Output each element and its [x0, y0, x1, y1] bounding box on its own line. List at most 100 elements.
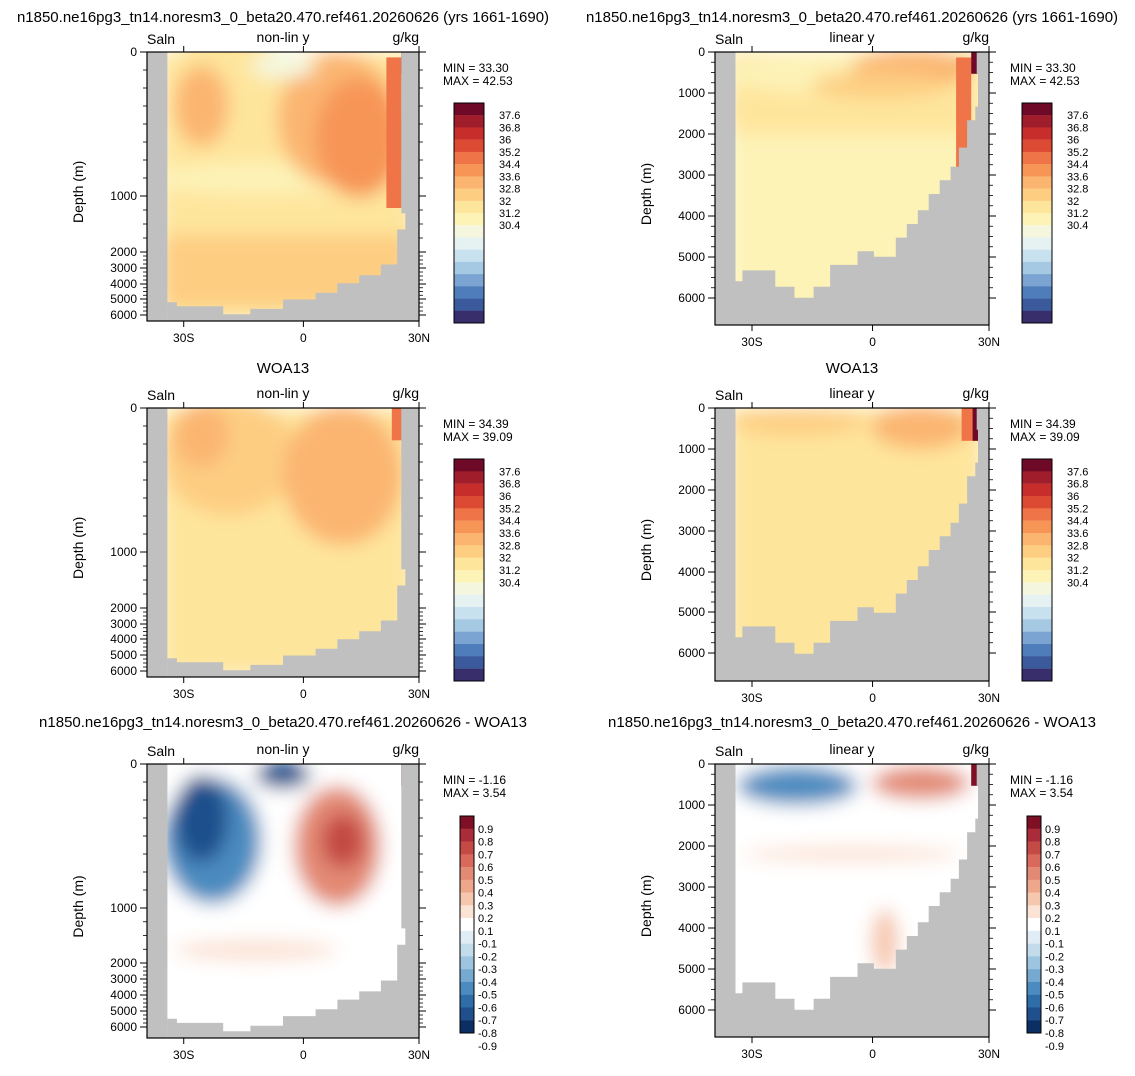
y-tick-label: 6000 — [678, 646, 705, 660]
min-label: MIN = 34.39 — [1010, 417, 1076, 431]
colorbar-swatch — [1022, 249, 1052, 263]
chart-panel-4: 0 1000 2000 3000 4000 5000 6000 30S 0 30N Depth (m… — [39, 714, 527, 1062]
y-tick-label: 1000 — [678, 86, 705, 100]
colorbar-swatch — [1022, 607, 1052, 620]
colorbar-label: 0.9 — [478, 824, 493, 836]
y-tick-label: 4000 — [110, 632, 137, 646]
plot-frame — [146, 407, 420, 678]
y-tick-label: 5000 — [110, 292, 137, 306]
colorbar-swatch — [1022, 151, 1052, 165]
plot-area — [715, 52, 989, 325]
colorbar-label: 34.4 — [1067, 159, 1088, 171]
panel-title: n1850.ne16pg3_tn14.noresm3_0_beta20.470.… — [608, 714, 1096, 731]
colorbar-swatch — [454, 557, 484, 571]
colorbar-swatch — [1022, 200, 1052, 214]
colorbar-label: 36 — [1067, 135, 1079, 147]
field-salty-anomaly — [871, 766, 970, 800]
colorbar-swatch — [1022, 127, 1052, 140]
colorbar-label: 0.7 — [478, 849, 493, 861]
colorbar-swatch — [1022, 570, 1052, 583]
land-seafloor — [735, 73, 978, 325]
colorbar-swatch — [460, 981, 474, 995]
colorbar-label: 0.4 — [478, 888, 493, 900]
field-south-salty — [174, 65, 229, 147]
colorbar-label: -0.7 — [1045, 1015, 1064, 1027]
x-tick-label: 30N — [408, 687, 430, 701]
colorbar-swatch — [460, 867, 474, 881]
y-tick-label: 1000 — [678, 798, 705, 812]
units-label: g/kg — [393, 385, 419, 401]
colorbar-swatch — [1022, 557, 1052, 571]
colorbar-swatch — [454, 176, 484, 189]
colorbar-swatch — [1022, 164, 1052, 177]
y-tick-label: 2000 — [678, 483, 705, 497]
colorbar-label: 36.8 — [499, 122, 520, 134]
y-axis-label: Depth (m) — [70, 161, 86, 223]
y-tick-label: 5000 — [678, 250, 705, 264]
colorbar-label: 37.6 — [1067, 466, 1088, 478]
colorbar-swatch — [1022, 274, 1052, 287]
colorbar-swatch — [1027, 841, 1041, 855]
left-label: Saln — [147, 387, 175, 403]
land-seafloor — [167, 569, 409, 677]
colorbar-swatch — [460, 905, 474, 919]
colorbar-swatch — [454, 594, 484, 608]
y-tick-label: 3000 — [678, 168, 705, 182]
colorbar-swatch — [454, 668, 484, 682]
x-tick-label: 30S — [741, 1047, 762, 1061]
colorbar-label: 35.2 — [499, 147, 520, 159]
center-label: linear y — [829, 385, 874, 401]
y-tick-label: 6000 — [110, 664, 137, 678]
colorbar-label: -0.4 — [478, 977, 497, 989]
colorbar-swatch — [454, 310, 484, 324]
colorbar-label: 37.6 — [499, 110, 520, 122]
colorbar-swatch — [1022, 310, 1052, 324]
colorbar-swatch — [1027, 816, 1041, 829]
colorbar-label: 0.5 — [1045, 875, 1060, 887]
colorbar-swatch — [454, 607, 484, 620]
land-west — [147, 764, 168, 1038]
colorbar-label: -0.6 — [1045, 1002, 1064, 1014]
x-tick-label: 30N — [408, 1048, 430, 1062]
colorbar-label: 0.5 — [478, 875, 493, 887]
colorbar-swatch — [454, 298, 484, 311]
colorbar-swatch — [1027, 879, 1041, 893]
colorbar-label: 30.4 — [499, 220, 520, 232]
colorbar-label: 0.3 — [1045, 900, 1060, 912]
colorbar-swatch — [454, 631, 484, 645]
x-tick-label: 30S — [173, 331, 194, 345]
colorbar-label: -0.8 — [478, 1028, 497, 1040]
colorbar-label: -0.2 — [478, 951, 497, 963]
field-layers — [152, 52, 414, 321]
colorbar-label: 0.6 — [1045, 862, 1060, 874]
field-upper-northern — [871, 408, 970, 449]
units-label: g/kg — [963, 385, 989, 401]
land-west — [715, 408, 736, 681]
colorbar-swatch — [1027, 994, 1041, 1008]
colorbar-swatch — [1027, 1007, 1041, 1021]
colorbar-label: -0.6 — [478, 1002, 497, 1014]
colorbar-label: -0.5 — [478, 990, 497, 1002]
colorbar-swatch — [460, 841, 474, 855]
colorbar-swatch — [460, 930, 474, 944]
colorbar-swatch — [454, 471, 484, 484]
y-tick-label: 2000 — [110, 245, 137, 259]
colorbar-label: -0.9 — [478, 1041, 497, 1053]
y-tick-label: 0 — [698, 757, 705, 771]
colorbar-swatch — [1022, 545, 1052, 558]
left-label: Saln — [715, 31, 743, 47]
colorbar-swatch — [1022, 631, 1052, 645]
colorbar-swatch — [460, 1007, 474, 1021]
y-axis-label: Depth (m) — [70, 875, 86, 937]
left-label: Saln — [715, 743, 743, 759]
y-tick-label: 5000 — [110, 648, 137, 662]
min-label: MIN = -1.16 — [443, 773, 506, 787]
colorbar-swatch — [1022, 533, 1052, 546]
colorbar-label: -0.1 — [478, 939, 497, 951]
y-tick-label: 4000 — [678, 565, 705, 579]
y-tick-label: 2000 — [678, 127, 705, 141]
colorbar-swatch — [454, 508, 484, 521]
colorbar-swatch — [1027, 892, 1041, 906]
